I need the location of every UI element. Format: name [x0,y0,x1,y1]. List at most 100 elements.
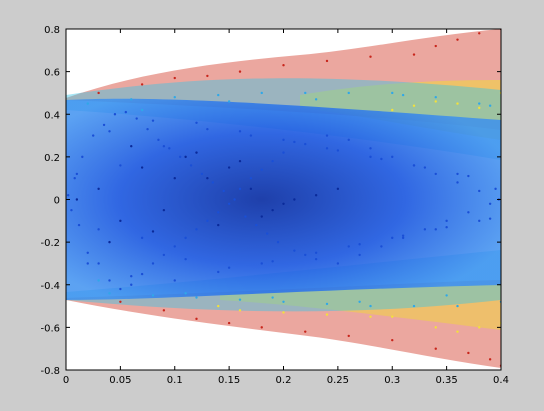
scatter-point-s4-15 [195,317,198,321]
scatter-point-s0-1 [70,208,73,212]
scatter-point-s0-69 [227,266,231,269]
y-tick-label-2: -0.4 [40,281,60,292]
scatter-point-s4-8 [412,53,416,56]
scatter-point-s4-7 [369,55,372,58]
x-axis: 0 0.05 0.1 0.15 0.2 0.25 0.3 0.35 0.4 [63,29,509,386]
scatter-point-s2-13 [369,304,372,308]
scatter-point-s0-23 [184,236,187,240]
scatter-point-s0-85 [151,119,155,122]
scatter-point-s4-23 [488,358,492,361]
scatter-point-s0-101 [494,187,497,191]
scatter-point-s0-63 [97,228,100,231]
scatter-point-s4-5 [282,64,285,67]
scatter-point-s4-0 [97,91,100,95]
scatter-point-s0-80 [467,174,470,178]
scatter-point-s1-9 [271,208,274,212]
scatter-point-s1-17 [195,151,198,154]
scatter-point-s2-20 [97,279,100,282]
scatter-point-s1-8 [249,187,253,191]
scatter-point-s2-16 [434,96,437,99]
scatter-point-s1-5 [184,155,187,159]
scatter-point-s0-65 [140,236,144,240]
scatter-point-s3-1 [238,309,242,312]
x-tick-label-8: 0.4 [493,375,509,386]
scatter-point-s0-55 [434,172,437,176]
scatter-point-s2-4 [173,96,176,99]
scatter-point-s2-5 [195,296,198,299]
scatter-point-s0-11 [119,287,122,291]
scatter-point-s0-27 [206,219,209,223]
scatter-point-s0-30 [222,189,225,193]
scatter-point-s0-70 [249,134,253,137]
scatter-point-s4-10 [456,38,459,41]
scatter-point-s0-6 [91,134,95,137]
scatter-point-s1-18 [217,223,220,227]
scatter-point-s0-17 [151,262,155,265]
scatter-point-s0-90 [260,262,263,265]
scatter-point-s0-5 [86,251,89,254]
scatter-point-s4-21 [434,347,437,350]
x-tick-label-0: 0 [63,375,69,386]
y-tick-label-0: -0.8 [40,366,60,377]
scatter-point-s1-15 [151,230,155,233]
plume-envelope [66,29,501,368]
scatter-point-s0-20 [168,147,171,150]
scatter-point-s3-11 [391,315,394,318]
scatter-point-s0-88 [217,270,220,274]
scatter-point-s0-22 [178,155,182,159]
scatter-point-s0-58 [467,211,470,214]
y-tick-label-1: -0.6 [40,323,60,334]
y-axis: -0.8 -0.6 -0.4 -0.2 0 0.2 0.4 0.6 0.8 [40,25,501,377]
scatter-point-s4-9 [434,44,437,48]
scatter-point-s1-13 [108,240,111,244]
scatter-point-s0-84 [130,275,133,278]
scatter-point-s1-4 [162,208,166,212]
scatter-point-s2-21 [140,108,144,112]
scatter-point-s2-22 [184,292,187,295]
y-tick-label-3: -0.2 [40,238,60,249]
scatter-point-s3-5 [391,108,394,112]
scatter-point-s2-18 [478,102,481,105]
scatter-points [66,29,501,367]
scatter-point-s0-2 [73,176,76,180]
scatter-point-s0-62 [75,172,79,176]
scatter-point-s0-34 [244,215,247,218]
scatter-point-s2-7 [238,298,242,301]
scatter-point-s0-10 [113,113,117,116]
scatter-point-s0-49 [369,147,372,150]
scatter-point-s0-92 [304,253,307,257]
scatter-point-s0-78 [423,166,427,169]
scatter-point-s0-12 [124,110,128,114]
scatter-point-s2-25 [314,98,318,101]
scatter-point-s3-4 [369,315,372,318]
scatter-point-s0-52 [401,236,405,240]
scatter-point-s0-64 [119,164,122,167]
envelope-yellow-lower [220,285,501,330]
scatter-point-s2-9 [282,300,285,303]
y-tick-label-5: 0.2 [44,153,60,164]
scatter-point-s3-9 [478,106,481,110]
scatter-point-s0-45 [325,134,329,137]
scatter-point-s2-24 [271,296,274,299]
x-tick-label-1: 0.05 [109,375,131,386]
scatter-point-s2-1 [108,292,111,295]
scatter-point-s1-3 [140,166,144,169]
scatter-point-s3-8 [456,102,459,105]
scatter-point-s1-21 [282,202,285,205]
scatter-point-s1-10 [293,198,296,201]
scatter-point-s0-39 [271,159,274,163]
scatter-point-s0-89 [238,130,242,133]
scatter-point-s0-35 [249,176,253,180]
scatter-point-s0-8 [102,123,106,127]
scatter-point-s0-37 [260,168,263,171]
x-tick-label-4: 0.2 [276,375,292,386]
scatter-point-s3-14 [478,326,481,329]
scatter-point-s1-20 [260,215,263,218]
scatter-point-s0-86 [173,279,176,282]
scatter-point-s0-42 [293,249,296,252]
scatter-point-s0-24 [189,164,193,167]
scatter-point-s1-11 [314,194,318,197]
scatter-point-s1-2 [119,219,122,223]
scatter-point-s4-19 [347,334,350,338]
